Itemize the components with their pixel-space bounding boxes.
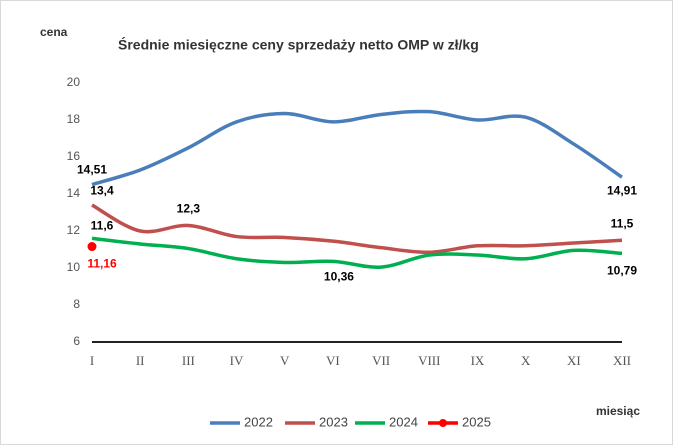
y-tick-label: 20: [67, 75, 81, 89]
y-tick-label: 8: [73, 297, 80, 311]
x-tick-label: IX: [471, 353, 485, 368]
y-axis-label: cena: [40, 25, 68, 39]
data-label: 13,4: [90, 183, 114, 197]
legend-label: 2025: [462, 414, 491, 429]
x-tick-label: XI: [567, 353, 581, 368]
x-tick-label: V: [280, 353, 290, 368]
data-label: 10,79: [607, 264, 637, 278]
legend-label: 2023: [319, 414, 348, 429]
data-label: 11,16: [87, 257, 117, 271]
data-label: 14,91: [607, 183, 637, 197]
y-tick-label: 6: [73, 334, 80, 348]
data-label: 12,3: [177, 202, 201, 216]
legend-label: 2024: [389, 414, 418, 429]
x-tick-label: I: [90, 353, 94, 368]
y-tick-label: 18: [67, 112, 81, 126]
x-tick-label: II: [136, 353, 145, 368]
y-tick-label: 16: [67, 149, 81, 163]
data-label: 11,6: [91, 219, 114, 233]
data-label: 14,51: [77, 163, 107, 177]
legend-label: 2022: [244, 414, 273, 429]
y-tick-label: 10: [67, 260, 81, 274]
x-tick-label: VIII: [418, 353, 440, 368]
x-tick-label: VII: [372, 353, 390, 368]
line-series: [91, 203, 623, 255]
x-axis-label: miesiąc: [596, 404, 640, 418]
line-series: [91, 109, 623, 187]
y-tick-label: 12: [67, 223, 81, 237]
data-label: 10,36: [324, 270, 354, 284]
chart-title: Średnie miesięczne ceny sprzedaży netto …: [118, 36, 479, 53]
x-tick-label: IV: [230, 353, 244, 368]
x-tick-label: XII: [613, 353, 631, 368]
line-series: [91, 236, 623, 269]
legend-marker: [439, 419, 447, 427]
x-tick-label: III: [182, 353, 195, 368]
data-label: 11,5: [611, 216, 634, 230]
point: [87, 242, 97, 252]
x-tick-label: X: [521, 353, 531, 368]
x-tick-label: VI: [326, 353, 340, 368]
y-tick-label: 14: [67, 186, 81, 200]
